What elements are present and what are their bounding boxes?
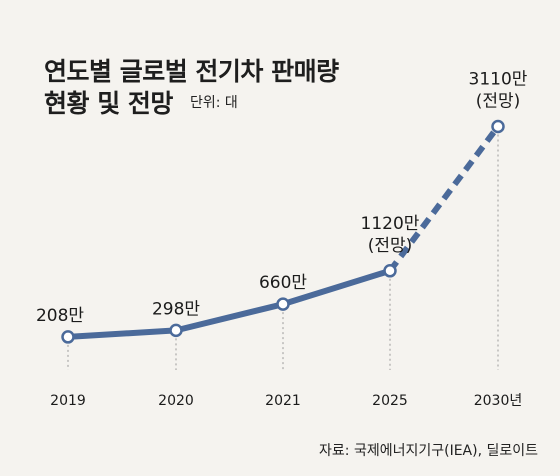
tick-label-2030: 2030년 — [474, 393, 523, 409]
data-points — [61, 119, 505, 344]
projection-note-2030: (전망) — [476, 92, 521, 112]
value-label-2020: 298만 — [152, 299, 200, 319]
value-label-2025: 1120만 — [361, 214, 420, 234]
value-label-2021: 660만 — [259, 273, 307, 293]
point-2025 — [383, 264, 397, 278]
tick-label-2025: 2025 — [372, 393, 408, 409]
chart-title-line1: 연도별 글로벌 전기차 판매량 — [44, 57, 339, 86]
series-segment — [280, 267, 393, 308]
series-lines — [65, 124, 501, 340]
x-axis-ticks: 2019 2020 2021 2025 2030년 — [50, 393, 522, 409]
series-segment — [65, 327, 179, 340]
tick-label-2020: 2020 — [158, 393, 194, 409]
tick-label-2021: 2021 — [265, 393, 301, 409]
point-2030 — [491, 119, 505, 134]
point-2020 — [169, 323, 183, 338]
projection-note-2025: (전망) — [368, 236, 413, 256]
tick-label-2019: 2019 — [50, 393, 86, 409]
unit-label: 단위: 대 — [190, 95, 238, 111]
series-segment — [173, 301, 286, 334]
point-2021 — [276, 297, 290, 311]
chart-title-line2: 현황 및 전망 — [44, 89, 173, 118]
guide-lines — [67, 134, 499, 370]
projection-segment — [387, 124, 501, 273]
value-label-2030: 3110만 — [469, 70, 528, 90]
point-2019 — [61, 330, 75, 344]
value-label-2019: 208만 — [36, 306, 84, 326]
source-note: 자료: 국제에너지기구(IEA), 딜로이트 — [319, 443, 538, 459]
